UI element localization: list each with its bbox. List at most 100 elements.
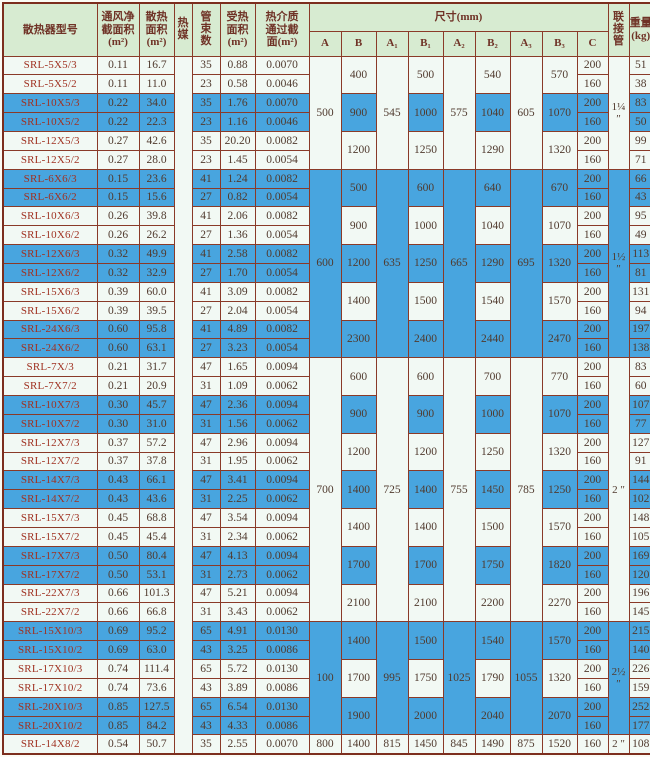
heated-area-cell: 3.09 bbox=[219, 281, 256, 302]
heat-area-cell: 20.9 bbox=[138, 376, 175, 396]
dim-b3-cell: 1570 bbox=[541, 621, 578, 660]
dim-c-cell: 200 bbox=[576, 545, 609, 566]
cross-section-cell: 0.0062 bbox=[254, 413, 310, 434]
heated-area-cell: 2.06 bbox=[219, 206, 256, 227]
header-heat-media: 热 媒 bbox=[173, 2, 193, 57]
heated-area-cell: 2.34 bbox=[219, 526, 256, 547]
header-heat-area: 散热 面积 (m²) bbox=[138, 2, 175, 57]
dim-a3-cell: 875 bbox=[509, 734, 543, 755]
tube-count-cell: 41 bbox=[191, 206, 221, 227]
cross-section-cell: 0.0082 bbox=[254, 319, 310, 340]
dim-b1-cell: 1250 bbox=[407, 130, 444, 170]
cross-section-cell: 0.0062 bbox=[254, 489, 310, 510]
weight-cell: 197 bbox=[628, 319, 650, 340]
header-dim-a2: A₂ bbox=[442, 30, 476, 57]
heat-area-cell: 45.4 bbox=[138, 526, 175, 547]
header-vent-area: 通风净 截面积 (m²) bbox=[96, 2, 140, 57]
dim-a3-cell: 785 bbox=[509, 357, 543, 623]
vent-area-cell: 0.11 bbox=[96, 74, 140, 95]
cross-section-cell: 0.0094 bbox=[254, 470, 310, 491]
tube-count-cell: 41 bbox=[191, 244, 221, 264]
dim-b2-cell: 1750 bbox=[474, 545, 511, 585]
dim-c-cell: 200 bbox=[576, 659, 609, 679]
table-row: SRL-12X6/3 0.32 49.9 41 2.58 0.0082 1200 1250 12… bbox=[2, 244, 650, 283]
tube-count-cell: 31 bbox=[191, 413, 221, 434]
dim-b1-cell: 1000 bbox=[407, 206, 444, 246]
model-cell: SRL-6X6/3 bbox=[2, 168, 98, 189]
model-cell: SRL-15X7/2 bbox=[2, 526, 98, 547]
model-cell: SRL-17X10/3 bbox=[2, 659, 98, 679]
weight-cell: 107 bbox=[628, 394, 650, 415]
dim-c-cell: 200 bbox=[576, 206, 609, 227]
dim-c-cell: 160 bbox=[576, 262, 609, 283]
model-cell: SRL-15X6/2 bbox=[2, 300, 98, 321]
model-cell: SRL-7X7/2 bbox=[2, 376, 98, 396]
dim-b2-cell: 1490 bbox=[474, 734, 511, 755]
tube-count-cell: 43 bbox=[191, 640, 221, 660]
tube-count-cell: 31 bbox=[191, 526, 221, 547]
cross-section-cell: 0.0054 bbox=[254, 300, 310, 321]
vent-area-cell: 0.85 bbox=[96, 696, 140, 717]
dim-a-cell: 100 bbox=[308, 621, 342, 736]
spec-table-body: SRL-5X5/3 0.11 16.7 35 0.88 0.0070 500 400 545 50… bbox=[2, 55, 650, 755]
cross-section-cell: 0.0070 bbox=[254, 93, 310, 114]
vent-area-cell: 0.32 bbox=[96, 262, 140, 283]
cross-section-cell: 0.0054 bbox=[254, 149, 310, 170]
heated-area-cell: 4.33 bbox=[219, 715, 256, 736]
dim-b1-cell: 900 bbox=[407, 394, 444, 434]
dim-c-cell: 160 bbox=[576, 715, 609, 736]
heated-area-cell: 20.20 bbox=[219, 130, 256, 151]
tube-count-cell: 35 bbox=[191, 130, 221, 151]
dim-b3-cell: 670 bbox=[541, 168, 578, 208]
model-cell: SRL-15X10/2 bbox=[2, 640, 98, 660]
tube-count-cell: 23 bbox=[191, 74, 221, 95]
heated-area-cell: 3.41 bbox=[219, 470, 256, 491]
heat-area-cell: 63.1 bbox=[138, 338, 175, 359]
heated-area-cell: 1.65 bbox=[219, 357, 256, 378]
dim-b2-cell: 1040 bbox=[474, 93, 511, 132]
heat-area-cell: 66.8 bbox=[138, 602, 175, 623]
vent-area-cell: 0.45 bbox=[96, 526, 140, 547]
model-cell: SRL-22X7/2 bbox=[2, 602, 98, 623]
heated-area-cell: 2.04 bbox=[219, 300, 256, 321]
dim-b2-cell: 700 bbox=[474, 357, 511, 396]
heat-area-cell: 28.0 bbox=[138, 149, 175, 170]
weight-cell: 127 bbox=[628, 432, 650, 453]
dim-b1-cell: 1500 bbox=[407, 281, 444, 321]
heat-area-cell: 32.9 bbox=[138, 262, 175, 283]
header-cross-section: 热介质 通过截 面(m²) bbox=[254, 2, 310, 57]
vent-area-cell: 0.11 bbox=[96, 55, 140, 76]
weight-cell: 71 bbox=[628, 149, 650, 170]
dim-c-cell: 160 bbox=[576, 300, 609, 321]
cross-section-cell: 0.0070 bbox=[254, 55, 310, 76]
weight-cell: 196 bbox=[628, 583, 650, 604]
heat-area-cell: 16.7 bbox=[138, 55, 175, 76]
tube-count-cell: 65 bbox=[191, 659, 221, 679]
heat-area-cell: 95.2 bbox=[138, 621, 175, 642]
header-dim-a3: A₃ bbox=[509, 30, 543, 57]
heated-area-cell: 2.73 bbox=[219, 564, 256, 585]
heated-area-cell: 2.55 bbox=[219, 734, 256, 755]
model-cell: SRL-12X7/2 bbox=[2, 451, 98, 472]
weight-cell: 81 bbox=[628, 262, 650, 283]
dim-b-cell: 1700 bbox=[340, 545, 377, 585]
dim-b2-cell: 540 bbox=[474, 55, 511, 95]
dim-b-cell: 400 bbox=[340, 55, 377, 95]
heat-media-cell bbox=[173, 55, 193, 755]
dim-b2-cell: 1500 bbox=[474, 508, 511, 547]
dim-a2-cell: 665 bbox=[442, 168, 476, 359]
dim-c-cell: 200 bbox=[576, 508, 609, 528]
dim-b1-cell: 2400 bbox=[407, 319, 444, 359]
vent-area-cell: 0.50 bbox=[96, 545, 140, 566]
tube-count-cell: 31 bbox=[191, 451, 221, 472]
model-cell: SRL-10X5/3 bbox=[2, 93, 98, 114]
weight-cell: 99 bbox=[628, 130, 650, 151]
dim-b-cell: 1400 bbox=[340, 621, 377, 660]
model-cell: SRL-15X6/3 bbox=[2, 281, 98, 302]
dim-c-cell: 160 bbox=[576, 526, 609, 547]
model-cell: SRL-10X6/2 bbox=[2, 225, 98, 246]
dim-c-cell: 200 bbox=[576, 696, 609, 717]
dim-b-cell: 1400 bbox=[340, 734, 377, 755]
cross-section-cell: 0.0082 bbox=[254, 244, 310, 264]
heat-area-cell: 23.6 bbox=[138, 168, 175, 189]
